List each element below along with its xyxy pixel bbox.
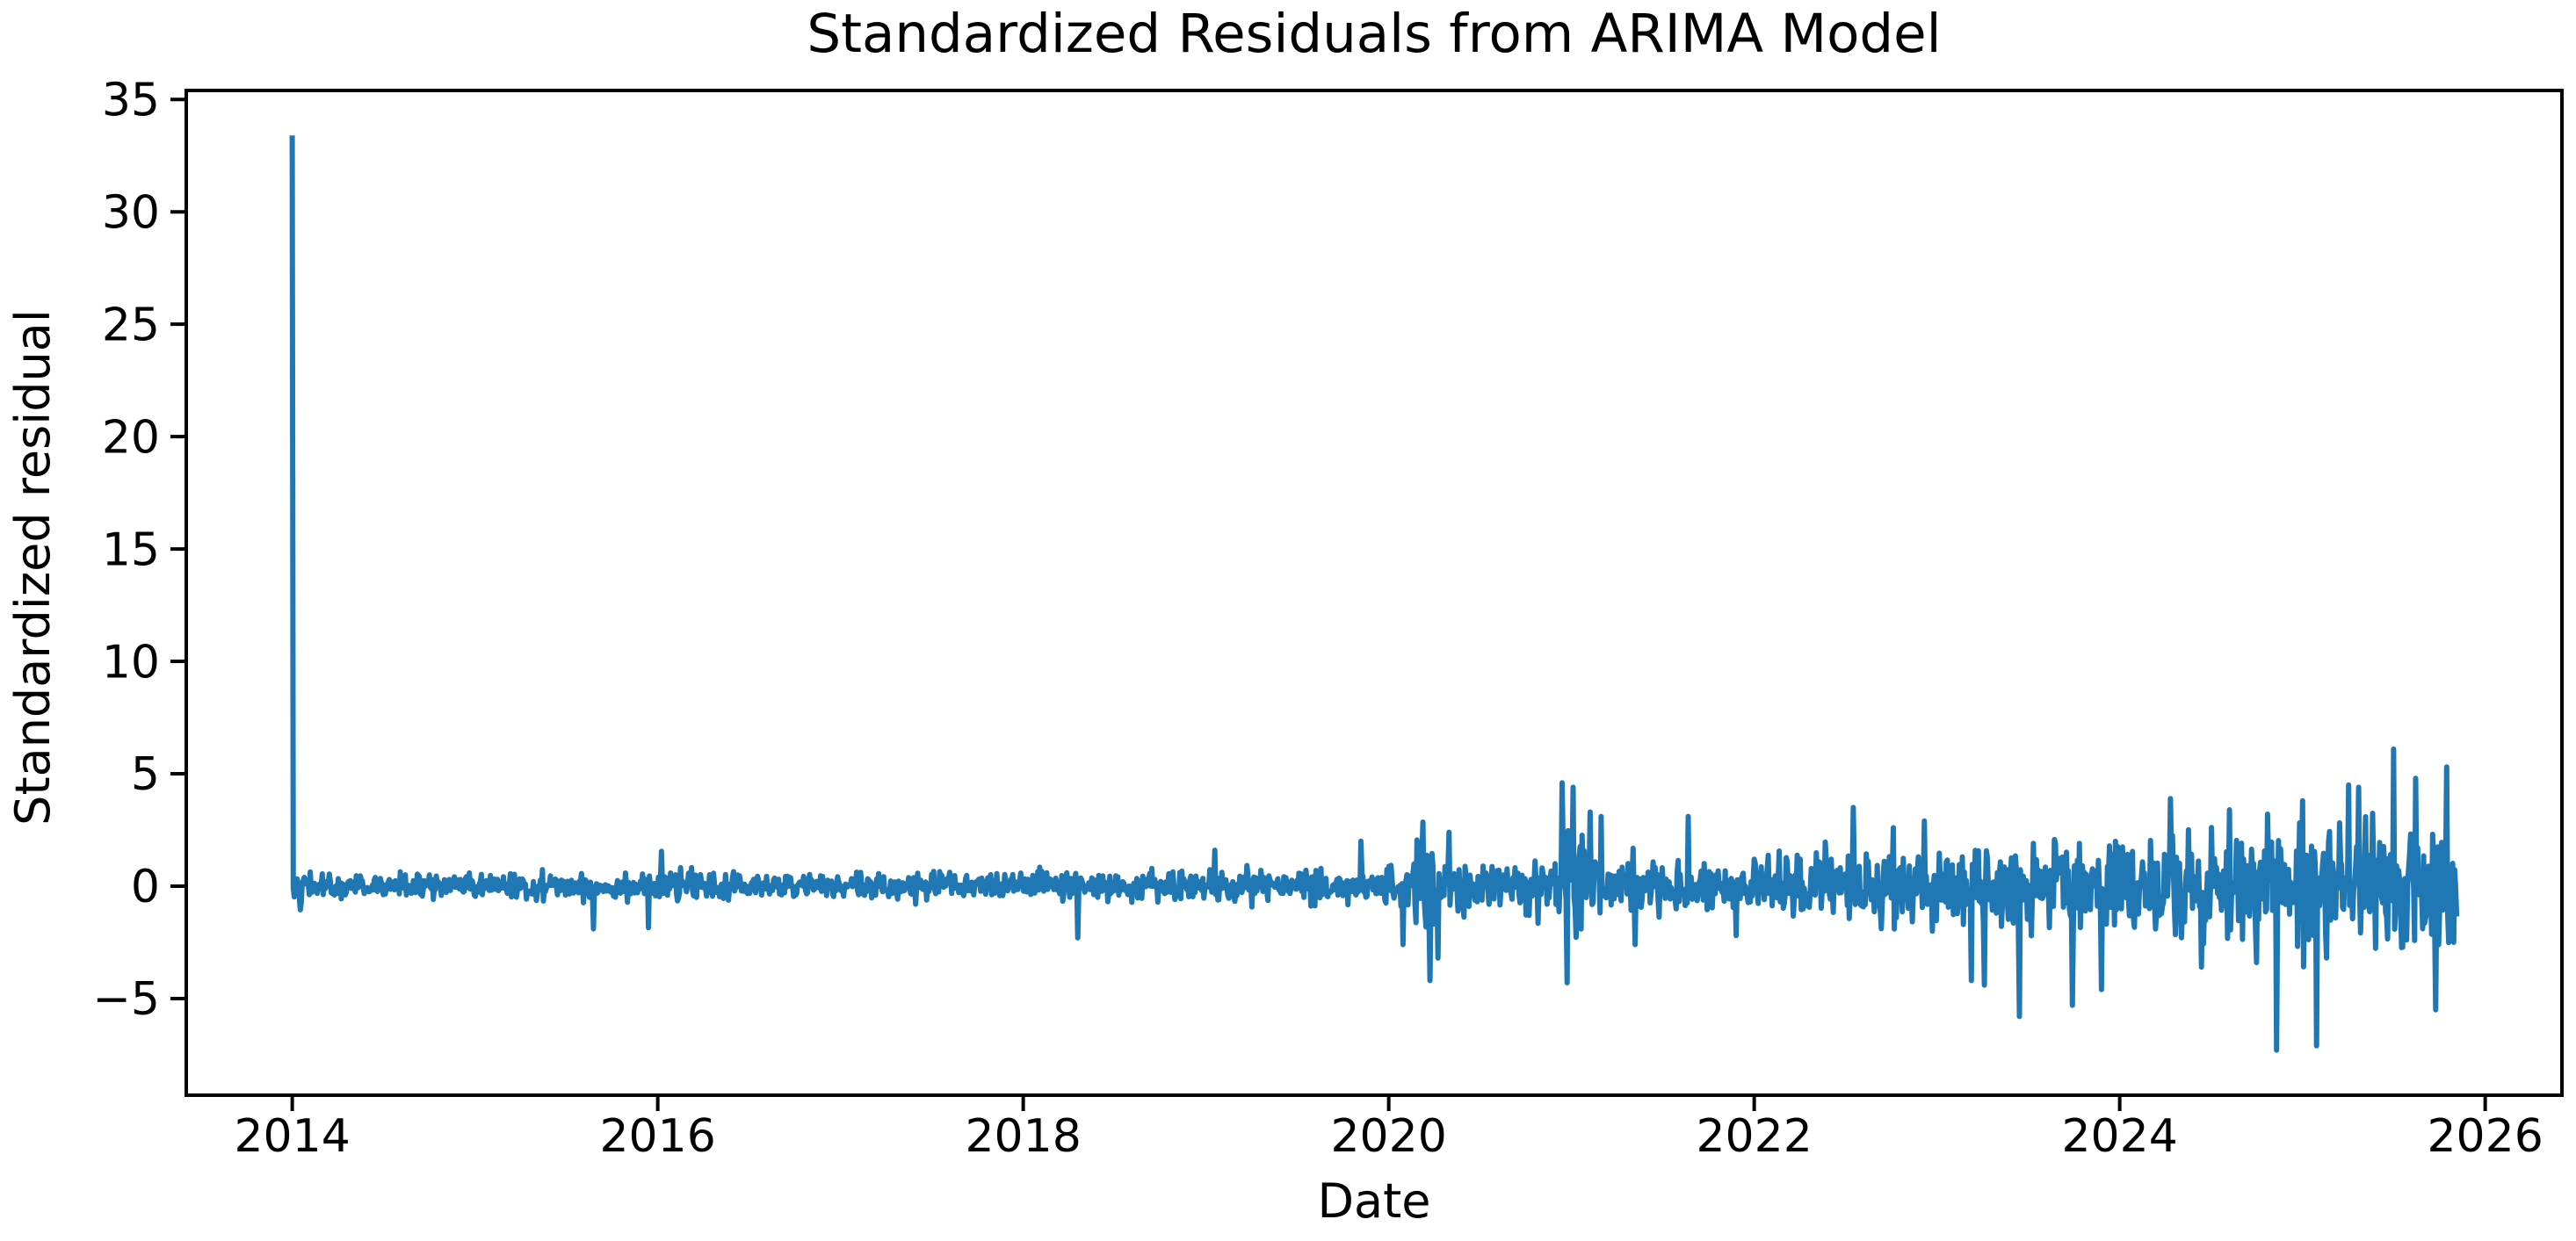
x-tick-label: 2018	[965, 1110, 1081, 1163]
y-tick-label: 5	[131, 748, 160, 801]
residual-line	[289, 135, 2460, 1053]
y-tick-label: 25	[102, 299, 160, 351]
x-tick-label: 2022	[1696, 1110, 1812, 1163]
y-tick-label: −5	[92, 973, 160, 1026]
y-tick-label: 10	[102, 636, 160, 689]
y-tick-label: 20	[102, 411, 160, 464]
y-tick-label: 15	[102, 523, 160, 576]
x-tick-label: 2024	[2061, 1110, 2177, 1163]
x-tick-label: 2014	[234, 1110, 350, 1163]
x-tick-label: 2020	[1330, 1110, 1446, 1163]
chart-title: Standardized Residuals from ARIMA Model	[807, 3, 1942, 65]
y-tick-label: 0	[131, 861, 160, 913]
x-axis-label: Date	[1317, 1173, 1431, 1229]
plot-border	[185, 89, 2564, 1097]
y-tick-label: 30	[102, 186, 160, 239]
y-tick-label: 35	[102, 74, 160, 126]
x-tick-label: 2026	[2427, 1110, 2543, 1163]
x-tick-label: 2016	[599, 1110, 715, 1163]
